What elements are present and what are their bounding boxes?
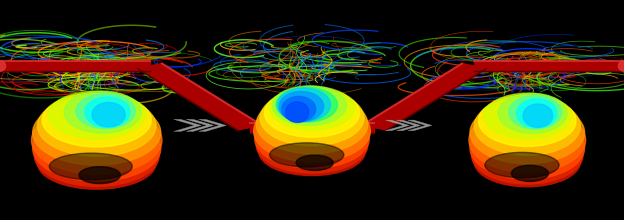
Ellipse shape [509, 96, 562, 129]
Ellipse shape [37, 137, 156, 189]
Ellipse shape [276, 87, 338, 122]
Ellipse shape [278, 88, 331, 121]
Ellipse shape [32, 116, 161, 181]
Ellipse shape [256, 117, 368, 173]
Ellipse shape [479, 95, 576, 147]
Ellipse shape [255, 109, 369, 168]
Ellipse shape [282, 96, 316, 122]
Ellipse shape [31, 106, 162, 174]
Ellipse shape [296, 155, 333, 170]
Polygon shape [474, 61, 624, 71]
Ellipse shape [259, 86, 365, 174]
Ellipse shape [85, 97, 130, 127]
Ellipse shape [618, 61, 624, 71]
Ellipse shape [253, 100, 370, 162]
Polygon shape [408, 120, 432, 131]
Polygon shape [0, 61, 150, 71]
Polygon shape [137, 64, 262, 130]
Ellipse shape [0, 61, 6, 71]
Ellipse shape [32, 100, 161, 165]
Ellipse shape [49, 153, 132, 180]
Ellipse shape [265, 88, 359, 137]
Ellipse shape [48, 91, 145, 139]
Ellipse shape [511, 165, 548, 182]
Ellipse shape [469, 108, 585, 172]
Polygon shape [386, 120, 409, 131]
Ellipse shape [517, 99, 557, 128]
Ellipse shape [484, 93, 571, 139]
Ellipse shape [37, 90, 156, 187]
Ellipse shape [270, 143, 344, 167]
Ellipse shape [64, 91, 141, 133]
Ellipse shape [474, 137, 580, 187]
Ellipse shape [286, 102, 309, 123]
Polygon shape [397, 120, 421, 131]
Polygon shape [198, 119, 226, 131]
Ellipse shape [256, 94, 368, 154]
Ellipse shape [37, 95, 156, 156]
Ellipse shape [270, 86, 354, 130]
Ellipse shape [523, 104, 553, 127]
Ellipse shape [470, 117, 585, 179]
Ellipse shape [470, 101, 585, 164]
Ellipse shape [472, 126, 583, 184]
Ellipse shape [474, 97, 580, 155]
Ellipse shape [260, 90, 364, 146]
Ellipse shape [42, 93, 151, 147]
Polygon shape [362, 64, 487, 130]
Ellipse shape [259, 128, 365, 176]
Polygon shape [186, 119, 213, 131]
Ellipse shape [474, 92, 580, 185]
Polygon shape [250, 123, 374, 132]
Ellipse shape [76, 94, 135, 129]
Polygon shape [173, 119, 201, 131]
Ellipse shape [485, 152, 559, 178]
Ellipse shape [498, 93, 567, 133]
Ellipse shape [79, 167, 120, 183]
Ellipse shape [272, 86, 346, 125]
Ellipse shape [34, 125, 159, 186]
Ellipse shape [279, 92, 324, 121]
Ellipse shape [92, 103, 125, 127]
